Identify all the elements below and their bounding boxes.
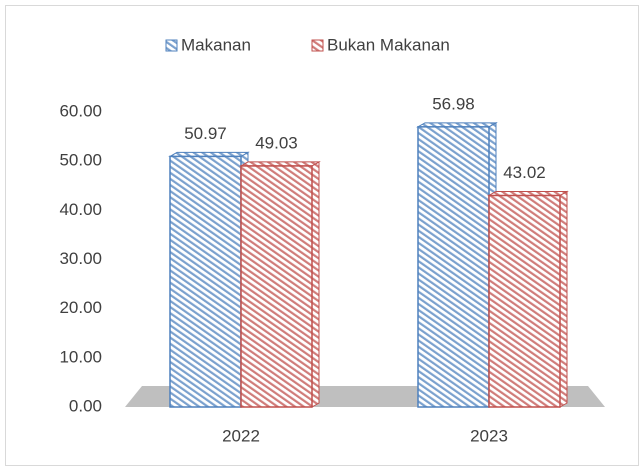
- y-tick-label: 0.00: [69, 396, 102, 415]
- value-label: 49.03: [255, 133, 298, 152]
- value-label: 56.98: [432, 94, 475, 113]
- bar: [488, 194, 561, 408]
- legend-swatch: [311, 39, 324, 52]
- value-label: 43.02: [503, 163, 546, 182]
- bar: [417, 126, 490, 408]
- legend-label: Makanan: [181, 35, 251, 54]
- bar-side: [559, 190, 568, 408]
- value-label: 50.97: [184, 124, 227, 143]
- x-tick-label: 2023: [470, 426, 508, 445]
- y-tick-label: 50.00: [59, 151, 102, 170]
- y-tick-label: 40.00: [59, 200, 102, 219]
- y-tick-label: 60.00: [59, 101, 102, 120]
- y-tick-label: 20.00: [59, 298, 102, 317]
- bar-side: [311, 161, 320, 408]
- legend-swatch: [165, 39, 178, 52]
- y-tick-label: 10.00: [59, 347, 102, 366]
- y-tick-label: 30.00: [59, 249, 102, 268]
- bar: [240, 165, 313, 408]
- bar: [169, 155, 242, 408]
- x-tick-label: 2022: [222, 426, 260, 445]
- legend-label: Bukan Makanan: [327, 35, 450, 54]
